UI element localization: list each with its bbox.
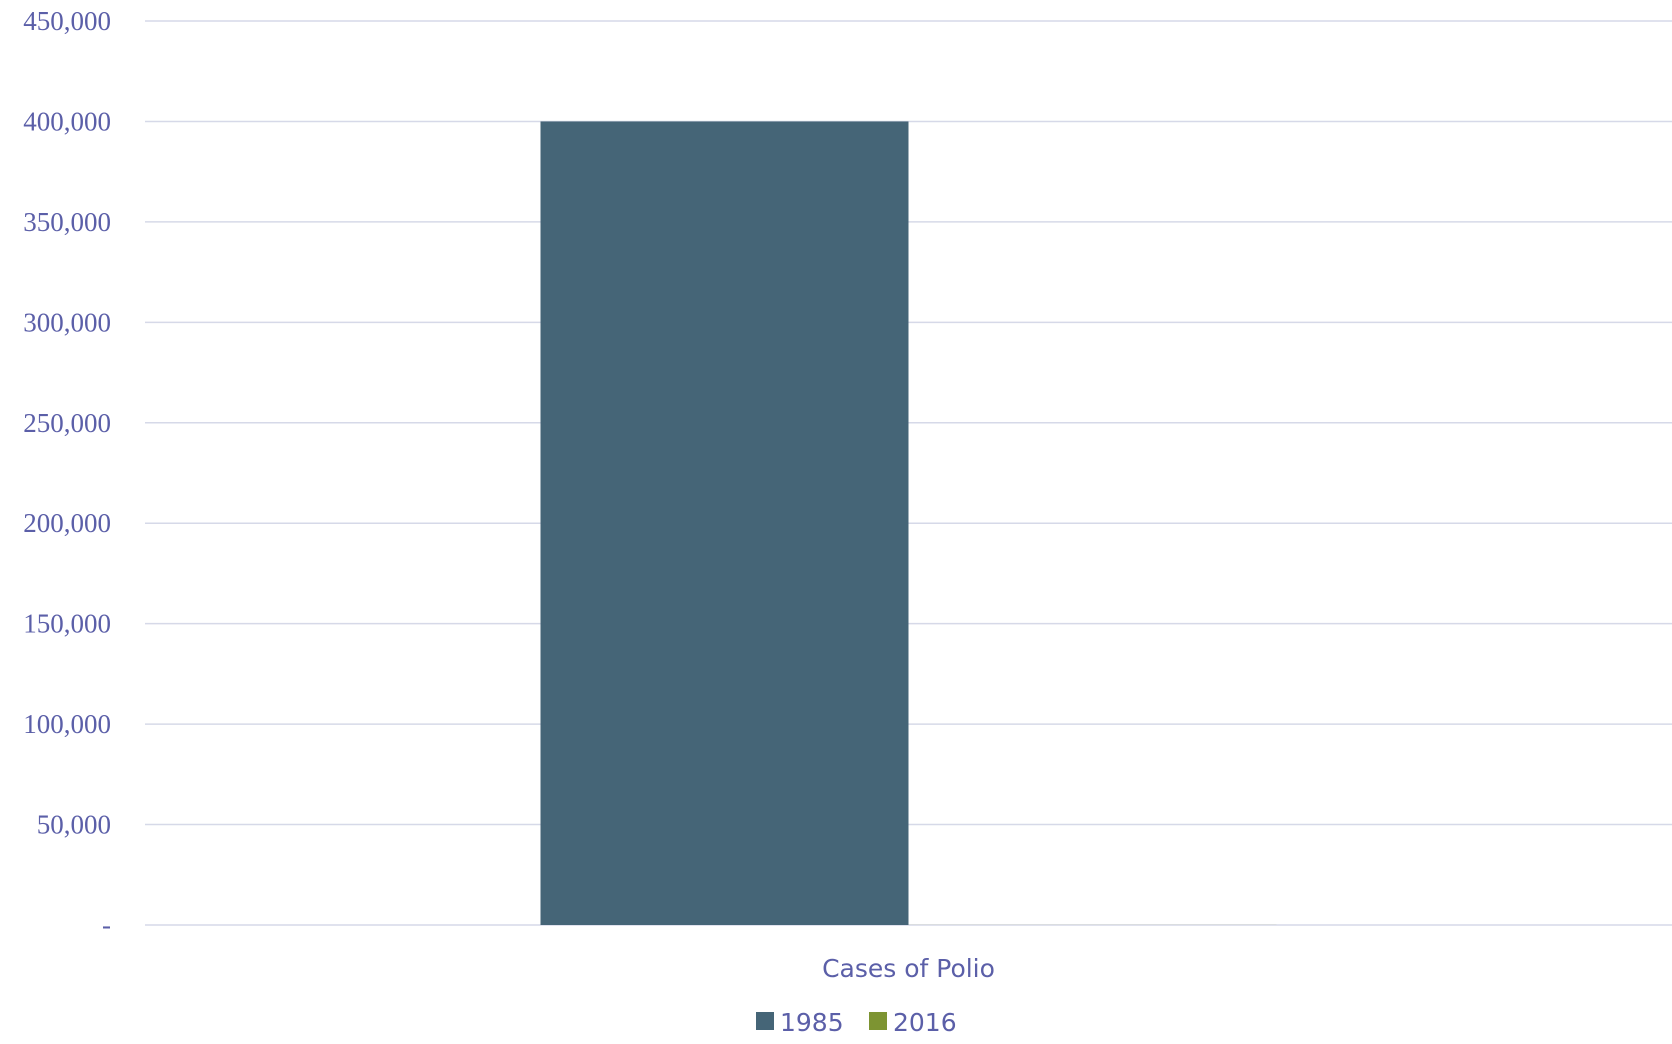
- y-tick-label: 400,000: [23, 106, 111, 136]
- legend-label: 1985: [780, 1008, 844, 1037]
- y-tick-label: 250,000: [23, 408, 111, 438]
- y-tick-label: 100,000: [23, 709, 111, 739]
- y-tick-label: 450,000: [23, 6, 111, 36]
- y-tick-label: 300,000: [23, 307, 111, 337]
- legend: 1985 2016: [756, 1008, 957, 1037]
- bars: [540, 121, 1277, 925]
- legend-swatch-2016: [869, 1012, 887, 1030]
- x-axis-category-labels: Cases of Polio: [822, 954, 995, 983]
- y-tick-label: 150,000: [23, 609, 111, 639]
- y-tick-label: 50,000: [37, 810, 111, 840]
- bar-1985: [540, 121, 909, 925]
- y-tick-label: 350,000: [23, 207, 111, 237]
- legend-label: 2016: [893, 1008, 957, 1037]
- y-tick-label: 200,000: [23, 508, 111, 538]
- legend-swatch-1985: [756, 1012, 774, 1030]
- y-tick-label: -: [102, 910, 111, 940]
- x-category-label: Cases of Polio: [822, 954, 995, 983]
- y-axis-tick-labels: - 50,000 100,000 150,000 200,000 250,000 300,0…: [23, 6, 111, 940]
